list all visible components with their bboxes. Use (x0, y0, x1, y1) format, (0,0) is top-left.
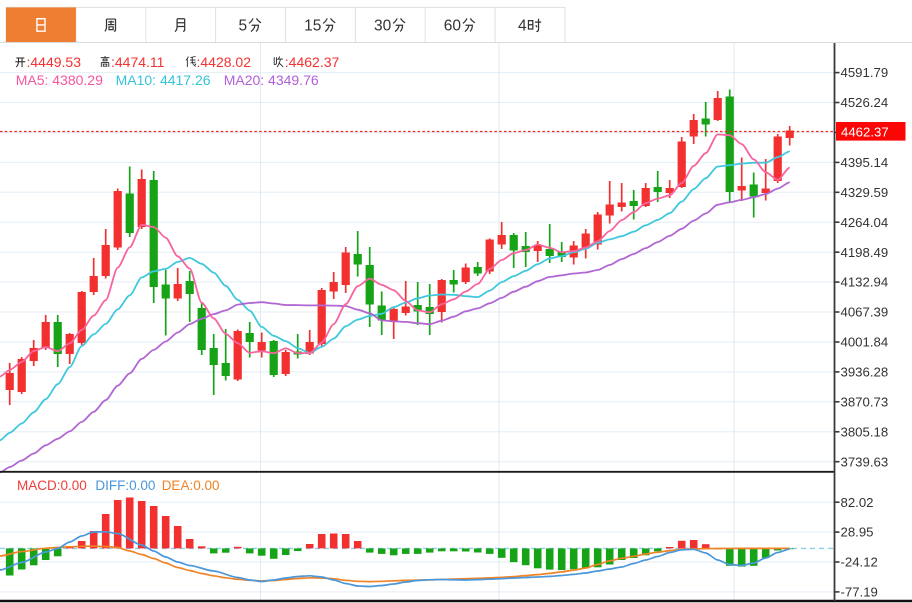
svg-text:4067.39: 4067.39 (841, 305, 889, 320)
svg-text:4001.84: 4001.84 (841, 335, 889, 350)
svg-text:4329.59: 4329.59 (841, 185, 889, 200)
svg-text:4198.49: 4198.49 (841, 245, 889, 260)
svg-text:MA20: 4349.76: MA20: 4349.76 (224, 72, 319, 88)
svg-text:3805.18: 3805.18 (841, 424, 889, 439)
svg-text:15: 15 (304, 18, 321, 35)
svg-text:MA10: 4417.26: MA10: 4417.26 (116, 72, 211, 88)
svg-text:-24.12: -24.12 (841, 555, 878, 570)
svg-text:3936.28: 3936.28 (841, 365, 889, 380)
svg-text:4395.14: 4395.14 (841, 155, 889, 170)
svg-text::4449.53: :4449.53 (27, 54, 82, 70)
svg-text:82.02: 82.02 (841, 495, 874, 510)
svg-text::4462.37: :4462.37 (285, 54, 340, 70)
svg-text:5: 5 (239, 18, 248, 35)
svg-text:DIFF:0.00: DIFF:0.00 (95, 478, 155, 493)
svg-text:4264.04: 4264.04 (841, 215, 889, 230)
svg-text:MA5: 4380.29: MA5: 4380.29 (16, 72, 103, 88)
svg-text:3739.63: 3739.63 (841, 454, 889, 469)
svg-text::4474.11: :4474.11 (111, 54, 165, 70)
svg-text:MACD:0.00: MACD:0.00 (17, 478, 87, 493)
svg-text:4591.79: 4591.79 (841, 65, 889, 80)
svg-text:-77.19: -77.19 (841, 585, 878, 600)
svg-text:4462.37: 4462.37 (841, 124, 889, 139)
svg-text:60: 60 (444, 18, 462, 35)
svg-text:4526.24: 4526.24 (841, 95, 889, 110)
svg-text:DEA:0.00: DEA:0.00 (162, 478, 220, 493)
svg-text:3870.73: 3870.73 (841, 394, 889, 409)
svg-text:28.95: 28.95 (841, 525, 874, 540)
svg-text:4: 4 (518, 18, 527, 35)
svg-text:4132.94: 4132.94 (841, 275, 889, 290)
svg-text::4428.02: :4428.02 (197, 54, 252, 70)
svg-text:30: 30 (374, 18, 392, 35)
